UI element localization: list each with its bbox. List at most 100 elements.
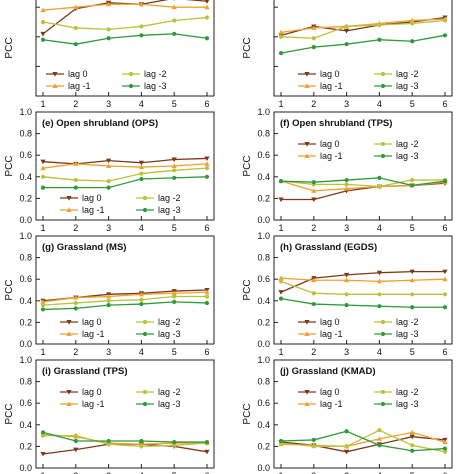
data-point bbox=[442, 292, 448, 297]
data-point bbox=[409, 434, 415, 440]
data-point bbox=[344, 186, 350, 191]
legend-marker bbox=[304, 153, 310, 158]
legend-label: lag -1 bbox=[320, 329, 343, 339]
y-tick-label: 0.6 bbox=[19, 398, 32, 408]
x-tick-label: 3 bbox=[106, 471, 111, 474]
data-point bbox=[377, 184, 382, 189]
series-line-3 bbox=[280, 177, 446, 187]
data-point bbox=[139, 171, 144, 176]
x-tick-label: 2 bbox=[73, 471, 78, 474]
data-point bbox=[106, 163, 112, 168]
legend-marker bbox=[142, 195, 148, 201]
y-tick-label: 0.4 bbox=[19, 172, 32, 182]
legend-label: lag -1 bbox=[82, 205, 105, 215]
data-point bbox=[442, 269, 448, 275]
data-point bbox=[73, 177, 78, 183]
data-point bbox=[139, 444, 144, 449]
legend-label: lag 0 bbox=[320, 139, 340, 149]
data-point bbox=[40, 430, 46, 435]
y-tick-label: 0.6 bbox=[257, 274, 270, 284]
data-point bbox=[344, 277, 350, 283]
plot-frame bbox=[273, 111, 453, 221]
panel-title: (i) Grassland (TPS) bbox=[42, 366, 128, 377]
data-point bbox=[377, 428, 382, 433]
series-line-3 bbox=[280, 34, 446, 54]
series-line-1 bbox=[42, 3, 207, 11]
y-tick-label: 0.8 bbox=[257, 129, 270, 139]
data-point bbox=[344, 303, 349, 308]
data-point bbox=[311, 197, 317, 203]
data-point bbox=[106, 298, 111, 303]
y-tick-label: 0.4 bbox=[257, 420, 270, 430]
y-tick-label: 0.0 bbox=[257, 339, 270, 349]
x-tick-label: 5 bbox=[410, 99, 415, 109]
x-tick-label: 3 bbox=[106, 99, 111, 109]
legend-label: lag 0 bbox=[320, 317, 340, 327]
legend-marker bbox=[304, 83, 310, 88]
data-point bbox=[139, 176, 144, 182]
data-point bbox=[278, 290, 284, 295]
legend-marker bbox=[142, 319, 148, 325]
x-tick-label: 1 bbox=[278, 471, 283, 474]
data-point bbox=[311, 25, 317, 30]
x-tick-label: 4 bbox=[139, 347, 144, 357]
data-point bbox=[442, 439, 448, 445]
plot-frame bbox=[273, 0, 453, 97]
data-point bbox=[311, 45, 316, 50]
data-point bbox=[278, 29, 284, 35]
data-point bbox=[204, 156, 210, 162]
x-tick-label: 3 bbox=[344, 471, 349, 474]
y-tick-label: 0.2 bbox=[19, 193, 32, 203]
y-tick-label: 0.8 bbox=[257, 377, 270, 387]
data-point bbox=[377, 304, 382, 309]
data-point bbox=[73, 185, 78, 190]
series-line-0 bbox=[280, 270, 445, 293]
data-point bbox=[377, 175, 382, 180]
data-point bbox=[409, 277, 415, 283]
legend-marker bbox=[142, 331, 148, 337]
legend-marker bbox=[128, 83, 134, 89]
data-point bbox=[311, 188, 317, 193]
x-tick-label: 5 bbox=[410, 471, 415, 474]
data-point bbox=[40, 31, 46, 37]
data-point bbox=[410, 183, 415, 188]
data-point bbox=[204, 4, 210, 10]
panel-1: 1 2 3 4 5 6 PCC lag 0 lag -2 lag -1 lag -3 bbox=[242, 0, 453, 109]
data-point bbox=[376, 436, 382, 441]
data-point bbox=[171, 4, 177, 10]
legend-marker bbox=[66, 207, 72, 212]
x-tick-label: 1 bbox=[40, 223, 45, 233]
series-line-3 bbox=[280, 297, 445, 308]
series-line-1 bbox=[42, 433, 207, 445]
data-point bbox=[172, 443, 177, 448]
panel-0: 1 2 3 4 5 6 PCC lag 0 lag -2 lag -1 lag -3 bbox=[4, 0, 215, 109]
data-point bbox=[344, 28, 350, 34]
data-point bbox=[40, 307, 46, 312]
data-point bbox=[204, 174, 210, 179]
y-axis-label: PCC bbox=[242, 37, 253, 58]
y-axis-label: PCC bbox=[4, 403, 15, 424]
legend-label: lag 0 bbox=[82, 317, 102, 327]
data-point bbox=[409, 269, 415, 275]
series-line-2 bbox=[42, 295, 207, 306]
series-line-2 bbox=[280, 179, 445, 188]
data-point bbox=[73, 438, 78, 444]
legend-label: lag 0 bbox=[68, 69, 88, 79]
data-point bbox=[73, 42, 78, 47]
x-tick-label: 3 bbox=[344, 347, 349, 357]
data-point bbox=[204, 166, 210, 171]
legend-label: lag -2 bbox=[396, 69, 419, 79]
panel-title: (j) Grassland (KMAD) bbox=[280, 366, 376, 377]
data-point bbox=[410, 305, 415, 310]
data-point bbox=[409, 429, 415, 435]
data-point bbox=[410, 177, 415, 183]
legend-label: lag 0 bbox=[320, 69, 340, 79]
y-tick-label: 0.2 bbox=[257, 193, 270, 203]
data-point bbox=[106, 36, 111, 41]
legend-marker bbox=[380, 83, 386, 89]
data-point bbox=[204, 294, 210, 299]
data-point bbox=[344, 444, 349, 449]
data-point bbox=[106, 158, 112, 164]
data-point bbox=[73, 161, 79, 166]
data-point bbox=[311, 301, 316, 307]
